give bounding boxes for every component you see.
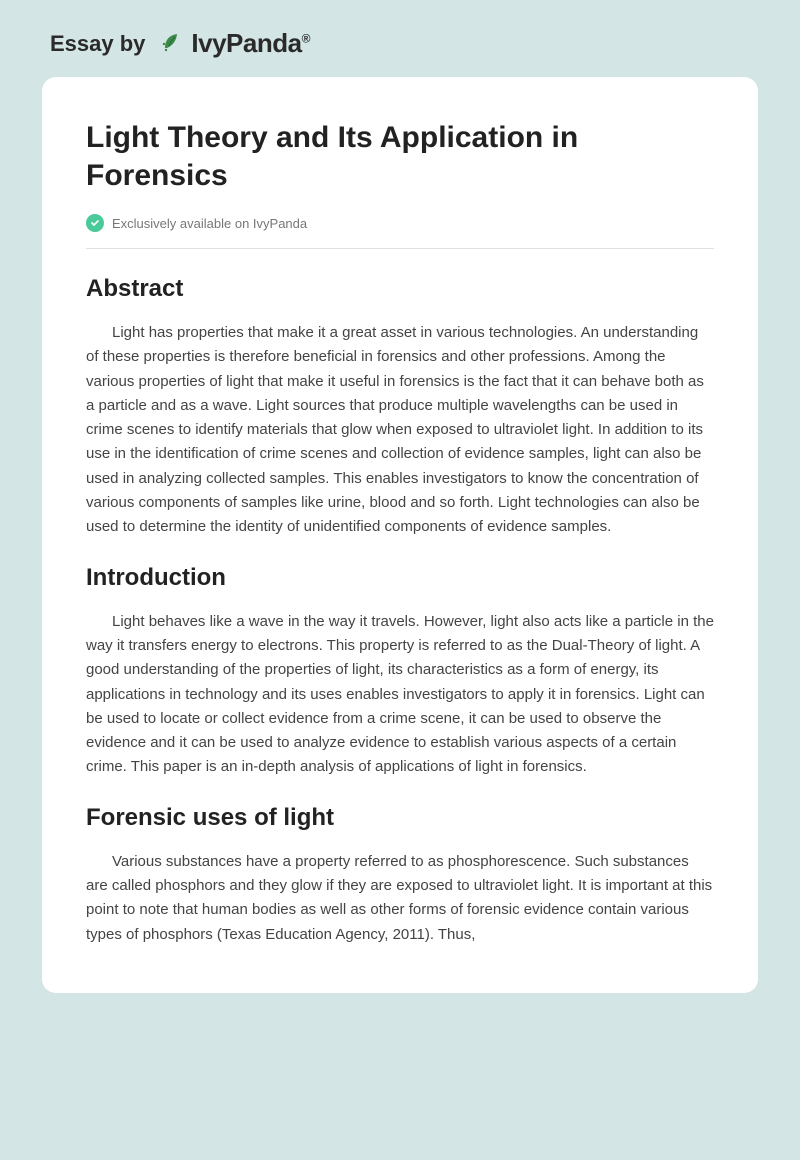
header-bar: Essay by IvyPanda® bbox=[0, 0, 800, 77]
section-body: Light behaves like a wave in the way it … bbox=[86, 610, 714, 780]
brand-registered: ® bbox=[302, 31, 310, 45]
brand-name: IvyPanda® bbox=[191, 28, 310, 59]
leaf-icon bbox=[159, 28, 185, 59]
section-heading-introduction: Introduction bbox=[86, 564, 714, 592]
check-circle-icon bbox=[86, 214, 104, 232]
essay-card: Light Theory and Its Application in Fore… bbox=[42, 77, 758, 993]
section-heading-forensic: Forensic uses of light bbox=[86, 804, 714, 832]
section-body: Light has properties that make it a grea… bbox=[86, 321, 714, 540]
essay-by-label: Essay by bbox=[50, 31, 145, 57]
brand-logo: IvyPanda® bbox=[159, 28, 310, 59]
section-heading-abstract: Abstract bbox=[86, 275, 714, 303]
availability-badge: Exclusively available on IvyPanda bbox=[86, 214, 714, 249]
section-body: Various substances have a property refer… bbox=[86, 850, 714, 947]
essay-title: Light Theory and Its Application in Fore… bbox=[86, 119, 714, 194]
availability-text: Exclusively available on IvyPanda bbox=[112, 216, 307, 231]
